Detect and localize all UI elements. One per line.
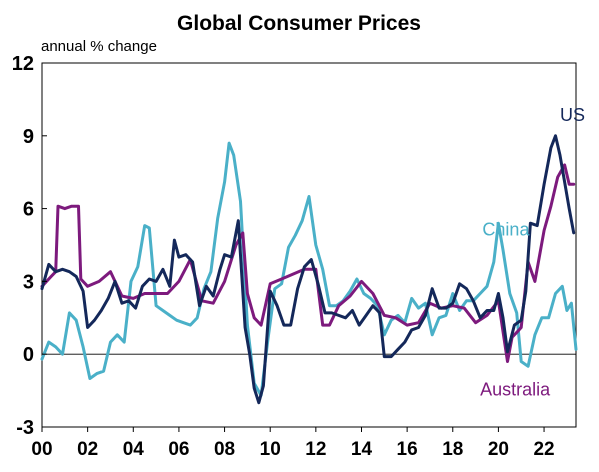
y-tick-label: 9 (23, 126, 34, 148)
series-label-china: China (482, 219, 530, 239)
plot-frame (41, 62, 577, 428)
x-tick-label: 18 (442, 439, 463, 460)
series-group (40, 134, 578, 405)
y-tick-label: 0 (23, 344, 34, 366)
y-tick-labels: -3 0 3 6 9 12 (12, 53, 47, 439)
chart-title: Global Consumer Prices (177, 12, 421, 35)
y-tick-label: 3 (23, 271, 34, 293)
series-labels: US China Australia (480, 105, 585, 399)
x-tick-labels: 00 02 04 06 08 10 12 14 16 18 20 22 (31, 427, 555, 460)
x-tick-label: 04 (123, 439, 145, 460)
x-tick-label: 20 (488, 439, 509, 460)
x-tick-label: 00 (31, 439, 52, 460)
x-tick-label: 02 (77, 439, 98, 460)
series-line-china (40, 141, 578, 397)
x-tick-label: 08 (214, 439, 235, 460)
y-axis-label: annual % change (41, 38, 157, 55)
x-tick-label: 12 (305, 439, 326, 460)
x-tick-label: 06 (168, 439, 189, 460)
series-label-australia: Australia (480, 379, 551, 399)
plot-border (41, 62, 577, 428)
y-tick-label: 6 (23, 199, 34, 221)
x-tick-label: 10 (260, 439, 281, 460)
series-label-us: US (560, 105, 585, 125)
series-line-us (40, 134, 576, 405)
x-tick-label: 16 (397, 439, 418, 460)
y-tick-label: 12 (12, 53, 34, 75)
x-tick-label: 22 (533, 439, 554, 460)
y-tick-label: -3 (16, 417, 34, 439)
x-tick-label: 14 (351, 439, 373, 460)
